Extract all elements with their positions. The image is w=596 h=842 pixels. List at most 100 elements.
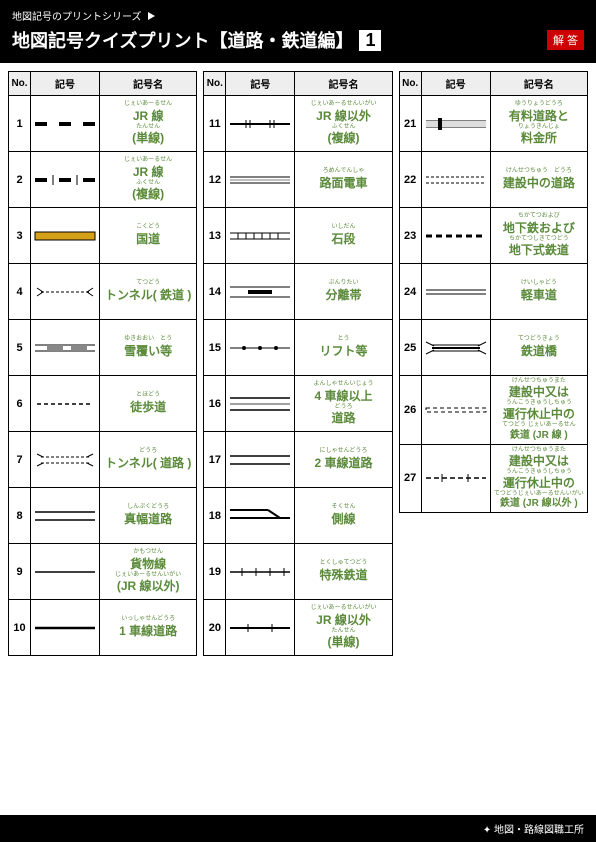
name-cell: ゆうりょうどうろ有料道路とりょうきんじょ料金所: [490, 96, 587, 152]
table-row: 19とくしゅてつどう特殊鉄道: [204, 544, 392, 600]
symbol-table: No.記号記号名11じぇいあーるせんいがいJR 線以外ふくせん(複線)12ろめん…: [203, 71, 392, 656]
name-cell: ゆきおおい とう雪覆い等: [100, 320, 197, 376]
name-cell: ろめんでんしゃ路面電車: [295, 152, 392, 208]
row-number: 24: [399, 264, 421, 320]
symbol-cell: [226, 264, 295, 320]
table-row: 13いしだん石段: [204, 208, 392, 264]
row-number: 7: [9, 432, 31, 488]
symbol-cell: [226, 488, 295, 544]
symbol-cell: [31, 432, 100, 488]
symbol-cell: [226, 208, 295, 264]
symbol-cell: [421, 96, 490, 152]
symbol-cell: [31, 264, 100, 320]
name-cell: とほどう徒歩道: [100, 376, 197, 432]
table-row: 24けいしゃどう軽車道: [399, 264, 587, 320]
symbol-cell: [421, 264, 490, 320]
col-no: No.: [204, 72, 226, 96]
header: 地図記号のプリントシリーズ 地図記号クイズプリント【道路・鉄道編】 1 解 答: [0, 0, 596, 63]
symbol-cell: [31, 152, 100, 208]
symbol-table: No.記号記号名21ゆうりょうどうろ有料道路とりょうきんじょ料金所22けんせつち…: [399, 71, 588, 513]
symbol-cell: [31, 96, 100, 152]
symbol-cell: [226, 544, 295, 600]
table-row: 17 にしゃせんどうろ2 車線道路: [204, 432, 392, 488]
table-row: 10 いっしゃせんどうろ1 車線道路: [9, 600, 197, 656]
symbol-cell: [421, 152, 490, 208]
row-number: 13: [204, 208, 226, 264]
table-row: 20じぇいあーるせんいがいJR 線以外たんせん(単線): [204, 600, 392, 656]
symbol-cell: [31, 320, 100, 376]
name-cell: どうろトンネル( 道路 ): [100, 432, 197, 488]
table-row: 8 しんぷくどうろ真幅道路: [9, 488, 197, 544]
table-row: 6 とほどう徒歩道: [9, 376, 197, 432]
row-number: 6: [9, 376, 31, 432]
table-row: 16 よんしゃせんいじょう4 車線以上どうろ道路: [204, 376, 392, 432]
name-cell: てつどうきょう鉄道橋: [490, 320, 587, 376]
col-no: No.: [9, 72, 31, 96]
row-number: 14: [204, 264, 226, 320]
symbol-cell: [31, 544, 100, 600]
symbol-table: No.記号記号名1じぇいあーるせんJR 線たんせん(単線)2 じぇいあーるせんJR…: [8, 71, 197, 656]
name-cell: じぇいあーるせんいがいJR 線以外ふくせん(複線): [295, 96, 392, 152]
symbol-cell: [226, 376, 295, 432]
name-cell: よんしゃせんいじょう4 車線以上どうろ道路: [295, 376, 392, 432]
table-row: 4 てつどうトンネル( 鉄道 ): [9, 264, 197, 320]
name-cell: ぶんりたい分離帯: [295, 264, 392, 320]
symbol-cell: [31, 600, 100, 656]
row-number: 26: [399, 376, 421, 445]
row-number: 9: [9, 544, 31, 600]
row-number: 8: [9, 488, 31, 544]
table-row: 5ゆきおおい とう雪覆い等: [9, 320, 197, 376]
name-cell: かもつせん貨物線じぇいあーるせんいがい(JR 線以外): [100, 544, 197, 600]
symbol-cell: [226, 320, 295, 376]
row-number: 15: [204, 320, 226, 376]
row-number: 18: [204, 488, 226, 544]
table-row: 27けんせつちゅうまた建設中又はうんこうきゅうしちゅう運行休止中のてつどうじぇい…: [399, 444, 587, 513]
col-name: 記号名: [490, 72, 587, 96]
series-label: 地図記号のプリントシリーズ: [12, 8, 584, 23]
symbol-cell: [226, 152, 295, 208]
name-cell: けんせつちゅう どうろ建設中の道路: [490, 152, 587, 208]
name-cell: しんぷくどうろ真幅道路: [100, 488, 197, 544]
name-cell: てつどうトンネル( 鉄道 ): [100, 264, 197, 320]
row-number: 4: [9, 264, 31, 320]
symbol-cell: [31, 488, 100, 544]
row-number: 1: [9, 96, 31, 152]
row-number: 10: [9, 600, 31, 656]
table-row: 11 じぇいあーるせんいがいJR 線以外ふくせん(複線): [204, 96, 392, 152]
symbol-cell: [31, 376, 100, 432]
name-cell: じぇいあーるせんいがいJR 線以外たんせん(単線): [295, 600, 392, 656]
symbol-cell: [421, 444, 490, 513]
table-row: 1じぇいあーるせんJR 線たんせん(単線): [9, 96, 197, 152]
row-number: 12: [204, 152, 226, 208]
table-row: 26けんせつちゅうまた建設中又はうんこうきゅうしちゅう運行休止中のてつどう じぇ…: [399, 376, 587, 445]
row-number: 11: [204, 96, 226, 152]
symbol-cell: [226, 432, 295, 488]
row-number: 17: [204, 432, 226, 488]
col-name: 記号名: [100, 72, 197, 96]
row-number: 3: [9, 208, 31, 264]
table-row: 14 ぶんりたい分離帯: [204, 264, 392, 320]
name-cell: そくせん側線: [295, 488, 392, 544]
table-row: 9 かもつせん貨物線じぇいあーるせんいがい(JR 線以外): [9, 544, 197, 600]
symbol-cell: [421, 376, 490, 445]
name-cell: じぇいあーるせんJR 線ふくせん(複線): [100, 152, 197, 208]
symbol-cell: [31, 208, 100, 264]
row-number: 23: [399, 208, 421, 264]
sheet-number: 1: [359, 30, 381, 51]
table-row: 2 じぇいあーるせんJR 線ふくせん(複線): [9, 152, 197, 208]
symbol-cell: [226, 600, 295, 656]
name-cell: けんせつちゅうまた建設中又はうんこうきゅうしちゅう運行休止中のてつどうじぇいあー…: [490, 444, 587, 513]
row-number: 2: [9, 152, 31, 208]
row-number: 21: [399, 96, 421, 152]
name-cell: いっしゃせんどうろ1 車線道路: [100, 600, 197, 656]
row-number: 22: [399, 152, 421, 208]
row-number: 25: [399, 320, 421, 376]
answer-badge: 解 答: [547, 30, 584, 50]
name-cell: にしゃせんどうろ2 車線道路: [295, 432, 392, 488]
row-number: 16: [204, 376, 226, 432]
name-cell: ちかてつおよび地下鉄およびちかてつしきてつどう地下式鉄道: [490, 208, 587, 264]
symbol-cell: [226, 96, 295, 152]
name-cell: とくしゅてつどう特殊鉄道: [295, 544, 392, 600]
col-symbol: 記号: [31, 72, 100, 96]
col-symbol: 記号: [421, 72, 490, 96]
